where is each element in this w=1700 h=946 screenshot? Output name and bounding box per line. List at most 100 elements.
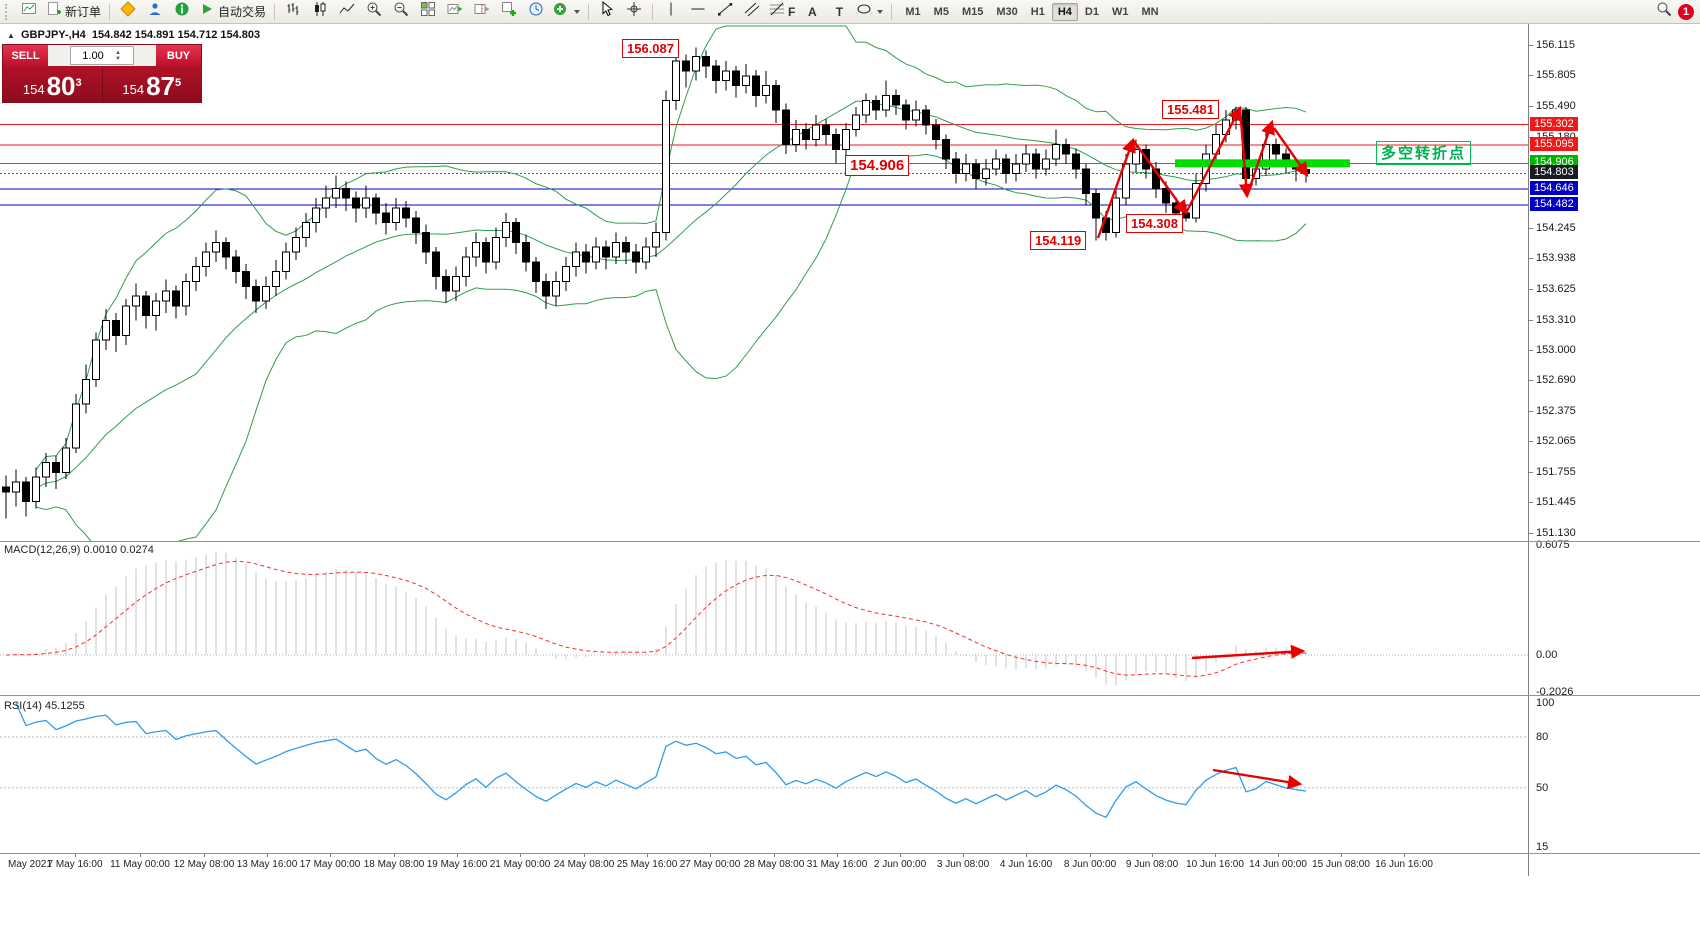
timeframe-button-m30[interactable]: M30 xyxy=(996,5,1018,18)
new-chart-window-button[interactable] xyxy=(16,1,42,23)
spinner-down-icon[interactable]: ▼ xyxy=(115,55,121,62)
cursor-tool-button[interactable] xyxy=(594,0,620,23)
period-button[interactable] xyxy=(523,1,549,23)
time-tick-mark xyxy=(1341,853,1342,857)
zoom-in-button[interactable] xyxy=(361,1,387,23)
market-button[interactable] xyxy=(115,1,141,23)
profile-button[interactable] xyxy=(142,1,168,23)
macd-panel-svg[interactable] xyxy=(0,541,1528,695)
price-tick-label: 153.000 xyxy=(1536,343,1576,356)
candles-layer xyxy=(2,47,1310,519)
search-icon[interactable] xyxy=(1656,1,1672,22)
sell-price-sup: 3 xyxy=(75,77,82,89)
time-axis[interactable]: May 2021 7 May 16:00 11 May 00:00 12 May 08… xyxy=(0,853,1528,876)
text-tool-button[interactable]: A xyxy=(799,1,825,23)
horizontal-line-tool-button[interactable] xyxy=(685,1,711,23)
label-tool-button[interactable]: T xyxy=(826,1,852,23)
buy-price[interactable]: 154 87 5 xyxy=(101,66,202,102)
trade-prices-row: 154 80 3 154 87 5 xyxy=(3,66,201,102)
rsi-title: RSI(14) xyxy=(4,700,42,712)
autotrade-button[interactable]: 自动交易 xyxy=(196,1,269,23)
auto-scroll-button[interactable] xyxy=(442,1,468,23)
community-button[interactable] xyxy=(169,1,195,23)
rsi-value: 45.1255 xyxy=(44,700,85,712)
chart-shift-button[interactable] xyxy=(469,1,495,23)
price-callout[interactable]: 154.308 xyxy=(1126,214,1183,233)
panel-separator[interactable] xyxy=(0,695,1700,696)
macd-axis-label: 0.00 xyxy=(1536,649,1558,661)
one-click-trading-panel: SELL ▲ ▼ BUY 154 80 3 154 87 5 xyxy=(2,44,202,103)
time-label: 3 Jun 08:00 xyxy=(936,859,990,870)
tile-windows-icon xyxy=(420,1,436,22)
annotation-note[interactable]: 多空转折点 xyxy=(1376,141,1472,165)
rsi-axis-label: 100 xyxy=(1536,697,1555,709)
vertical-line-tool-button[interactable] xyxy=(658,1,684,23)
rsi-axis-label: 15 xyxy=(1536,841,1549,853)
timeframe-button-mn[interactable]: MN xyxy=(1141,5,1159,18)
timeframe-button-h1[interactable]: H1 xyxy=(1030,5,1045,18)
channel-tool-button[interactable] xyxy=(739,1,765,23)
price-tick-mark xyxy=(1529,411,1533,413)
price-callout[interactable]: 155.481 xyxy=(1162,100,1219,119)
line-chart-button[interactable] xyxy=(334,1,360,23)
panel-separator[interactable] xyxy=(0,541,1700,542)
toolbar-grip[interactable] xyxy=(5,3,12,20)
indicators-button[interactable] xyxy=(550,1,583,23)
price-axis[interactable]: 156.115155.805155.490155.180154.245153.9… xyxy=(1528,24,1700,876)
new-order-button[interactable]: 新订单 xyxy=(43,1,104,23)
price-level-tag[interactable]: 154.803 xyxy=(1530,165,1578,180)
fibonacci-glyph: F xyxy=(788,4,796,19)
clock-icon xyxy=(528,1,544,22)
price-level-tag[interactable]: 155.302 xyxy=(1530,116,1578,131)
timeframe-button-m1[interactable]: M1 xyxy=(905,5,921,18)
one-click-expander-icon[interactable]: ▲ xyxy=(7,31,15,40)
toolbar: 新订单 自动交易 xyxy=(0,0,1700,24)
lot-size-input[interactable] xyxy=(71,49,115,62)
timeframe-button-m15[interactable]: M15 xyxy=(961,5,984,18)
timeframe-button-m5[interactable]: M5 xyxy=(933,5,949,18)
toolbar-right: 1 xyxy=(1656,1,1696,22)
bar-chart-button[interactable] xyxy=(280,1,306,23)
lot-spinner[interactable]: ▲ ▼ xyxy=(115,50,122,62)
chart-shift-icon xyxy=(474,1,490,22)
price-tick-mark xyxy=(1529,258,1533,260)
zoom-out-button[interactable] xyxy=(388,1,414,23)
notification-badge[interactable]: 1 xyxy=(1678,3,1694,20)
time-label: 12 May 08:00 xyxy=(173,859,235,870)
candle-chart-button[interactable] xyxy=(307,1,333,23)
separator xyxy=(588,3,590,20)
time-tick-mark xyxy=(1152,853,1153,857)
price-level-tag[interactable]: 155.095 xyxy=(1530,136,1578,151)
fibonacci-tool-button[interactable]: F xyxy=(766,1,798,23)
templates-button[interactable] xyxy=(496,1,522,23)
time-label: 17 May 00:00 xyxy=(299,859,361,870)
price-tick-label: 151.755 xyxy=(1536,465,1576,478)
time-tick-mark xyxy=(710,853,711,857)
price-callout[interactable]: 154.906 xyxy=(845,155,910,176)
buy-button[interactable]: BUY xyxy=(156,45,201,66)
trendline-tool-button[interactable] xyxy=(712,1,738,23)
price-callout[interactable]: 154.119 xyxy=(1030,231,1087,250)
time-label: 18 May 08:00 xyxy=(363,859,425,870)
crosshair-tool-button[interactable] xyxy=(621,1,647,23)
horizontal-line-icon xyxy=(690,1,706,22)
timeframe-button-w1[interactable]: W1 xyxy=(1111,5,1129,18)
sell-price-big: 80 xyxy=(46,71,76,101)
shapes-tool-button[interactable] xyxy=(853,1,886,23)
sell-price[interactable]: 154 80 3 xyxy=(3,66,102,102)
price-tick-mark xyxy=(1529,380,1533,382)
price-level-tag[interactable]: 154.646 xyxy=(1530,180,1578,195)
time-label: 14 Jun 00:00 xyxy=(1249,859,1307,870)
tile-windows-button[interactable] xyxy=(415,1,441,23)
price-level-tag[interactable]: 154.482 xyxy=(1530,196,1578,211)
rsi-panel-svg[interactable] xyxy=(0,697,1528,853)
timeframe-button-h4[interactable]: H4 xyxy=(1051,2,1078,21)
timeframe-button-d1[interactable]: D1 xyxy=(1084,5,1099,18)
panel-separator xyxy=(0,853,1700,854)
spinner-up-icon[interactable]: ▲ xyxy=(115,49,121,56)
main-chart-svg[interactable] xyxy=(0,24,1528,541)
time-tick-mark xyxy=(837,853,838,857)
sell-button[interactable]: SELL xyxy=(3,45,48,66)
trend-arrows-layer xyxy=(1096,105,1309,239)
price-callout[interactable]: 156.087 xyxy=(622,39,679,58)
